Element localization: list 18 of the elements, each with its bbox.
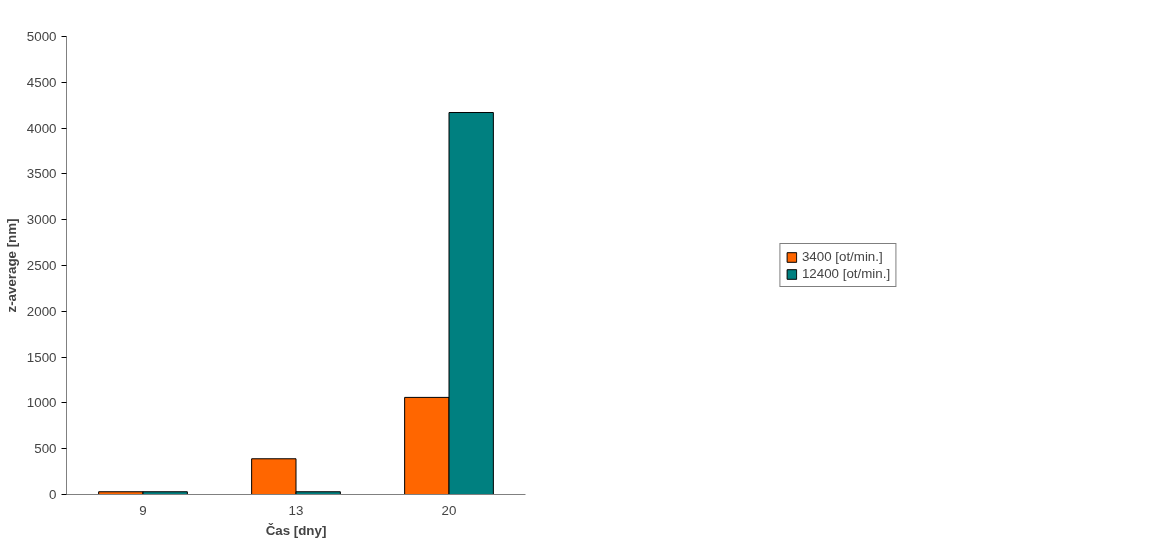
- legend-label: 3400 [ot/min.]: [801, 249, 883, 264]
- y-tick-label: 4500: [26, 74, 57, 90]
- y-tick-label: 3000: [26, 212, 57, 228]
- y-tick-label: 1500: [26, 349, 57, 365]
- y-axis-title: z-average [nm]: [3, 218, 19, 313]
- x-axis-title: Čas [dny]: [265, 522, 327, 538]
- y-tick-label: 500: [34, 441, 57, 457]
- y-tick-label: 3500: [26, 166, 57, 182]
- y-tick-label: 1000: [26, 395, 57, 411]
- x-tick-label: 20: [441, 502, 457, 518]
- x-tick-label: 13: [288, 502, 304, 518]
- y-tick-label: 0: [49, 487, 57, 502]
- x-tick-label: 9: [139, 502, 147, 518]
- y-tick-label: 2000: [26, 303, 57, 319]
- y-tick-label: 5000: [26, 29, 57, 44]
- y-tick-label: 4000: [26, 120, 57, 136]
- y-tick-label: 2500: [26, 258, 57, 273]
- legend-label: 12400 [ot/min.]: [801, 266, 891, 281]
